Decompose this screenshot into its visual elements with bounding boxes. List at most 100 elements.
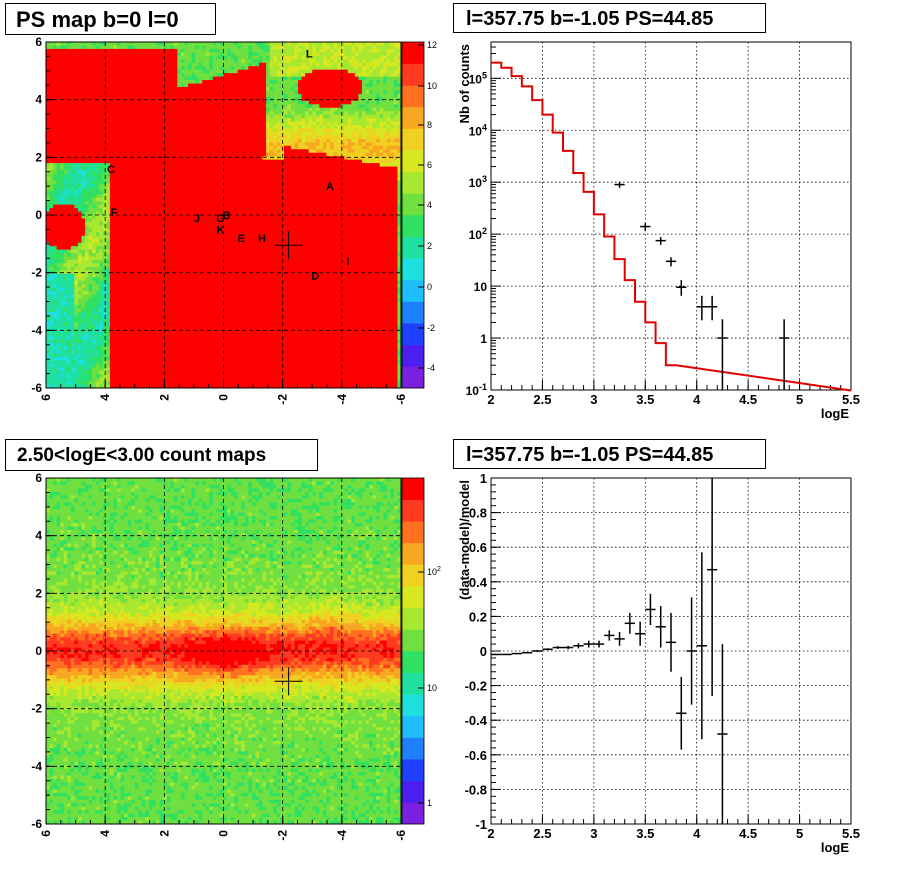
heatmap-cell bbox=[369, 156, 373, 161]
heatmap-cell bbox=[223, 190, 228, 195]
heatmap-cell bbox=[148, 118, 153, 122]
heatmap-cell bbox=[251, 194, 256, 199]
heatmap-cell bbox=[340, 138, 345, 143]
heatmap-cell bbox=[106, 197, 111, 202]
heatmap-cell bbox=[259, 149, 263, 154]
heatmap-cell bbox=[95, 208, 100, 212]
heatmap-cell bbox=[354, 80, 359, 84]
heatmap-cell bbox=[60, 159, 65, 164]
heatmap-cell bbox=[166, 211, 171, 216]
heatmap-cell bbox=[294, 187, 299, 192]
heatmap-cell bbox=[315, 211, 320, 216]
heatmap-cell bbox=[312, 187, 317, 192]
heatmap-cell bbox=[141, 183, 146, 188]
heatmap-cell bbox=[53, 52, 58, 57]
heatmap-cell bbox=[209, 69, 214, 74]
heatmap-cell bbox=[372, 208, 377, 212]
heatmap-cell bbox=[195, 76, 200, 81]
heatmap-cell bbox=[134, 211, 139, 216]
heatmap-cell bbox=[290, 118, 295, 122]
heatmap-cell bbox=[333, 194, 338, 199]
heatmap-cell bbox=[113, 194, 118, 199]
heatmap-cell bbox=[127, 125, 132, 129]
heatmap-cell bbox=[188, 211, 192, 216]
heatmap-cell bbox=[180, 190, 185, 195]
heatmap-cell bbox=[148, 176, 153, 181]
heatmap-cell bbox=[379, 211, 384, 216]
heatmap-cell bbox=[330, 83, 334, 88]
heatmap-cell bbox=[113, 180, 118, 185]
heatmap-cell bbox=[141, 208, 146, 212]
heatmap-cell bbox=[383, 166, 388, 171]
heatmap-cell bbox=[145, 42, 150, 46]
heatmap-cell bbox=[315, 97, 320, 102]
heatmap-cell bbox=[337, 118, 342, 122]
heatmap-cell bbox=[46, 180, 50, 185]
heatmap-cell bbox=[376, 201, 381, 206]
heatmap-cell bbox=[397, 138, 402, 143]
heatmap-cell bbox=[259, 118, 263, 122]
heatmap-cell bbox=[390, 180, 395, 185]
heatmap-cell bbox=[46, 208, 50, 212]
heatmap-cell bbox=[369, 90, 373, 95]
heatmap-cell bbox=[294, 204, 299, 209]
heatmap-cell bbox=[266, 145, 271, 150]
heatmap-cell bbox=[205, 149, 210, 154]
heatmap-cell bbox=[244, 76, 249, 81]
heatmap-cell bbox=[145, 93, 150, 98]
heatmap-cell bbox=[386, 55, 391, 60]
heatmap-cell bbox=[145, 90, 150, 95]
heatmap-cell bbox=[166, 55, 171, 60]
heatmap-cell bbox=[234, 176, 239, 181]
heatmap-cell bbox=[290, 104, 295, 109]
heatmap-cell bbox=[152, 93, 157, 98]
heatmap-cell bbox=[124, 138, 129, 143]
heatmap-cell bbox=[102, 121, 107, 126]
heatmap-cell bbox=[294, 80, 299, 84]
heatmap-cell bbox=[308, 194, 313, 199]
heatmap-cell bbox=[212, 104, 217, 109]
heatmap-cell bbox=[205, 62, 210, 67]
heatmap-cell bbox=[358, 190, 363, 195]
heatmap-cell bbox=[205, 80, 210, 84]
heatmap-cell bbox=[379, 197, 384, 202]
heatmap-cell bbox=[67, 93, 72, 98]
heatmap-cell bbox=[301, 104, 306, 109]
heatmap-cell bbox=[266, 211, 271, 216]
heatmap-cell bbox=[259, 145, 263, 150]
heatmap-cell bbox=[390, 170, 395, 174]
heatmap-cell bbox=[330, 152, 334, 157]
heatmap-cell bbox=[127, 121, 132, 126]
heatmap-cell bbox=[163, 125, 168, 129]
heatmap-cell bbox=[340, 197, 345, 202]
heatmap-cell bbox=[259, 197, 263, 202]
heatmap-cell bbox=[191, 104, 196, 109]
heatmap-cell bbox=[386, 176, 391, 181]
heatmap-cell bbox=[159, 45, 164, 50]
heatmap-cell bbox=[109, 173, 114, 178]
heatmap-cell bbox=[202, 180, 207, 185]
heatmap-cell bbox=[386, 149, 391, 154]
heatmap-cell bbox=[67, 125, 72, 129]
heatmap-cell bbox=[216, 86, 221, 91]
heatmap-cell bbox=[109, 156, 114, 161]
heatmap-cell bbox=[163, 121, 168, 126]
heatmap-cell bbox=[315, 125, 320, 129]
heatmap-cell bbox=[106, 187, 111, 192]
heatmap-cell bbox=[180, 201, 185, 206]
heatmap-cell bbox=[390, 128, 395, 133]
heatmap-cell bbox=[95, 48, 100, 53]
heatmap-cell bbox=[53, 100, 58, 105]
heatmap-cell bbox=[56, 45, 61, 50]
heatmap-cell bbox=[365, 183, 370, 188]
heatmap-cell bbox=[106, 93, 111, 98]
heatmap-cell bbox=[369, 104, 373, 109]
heatmap-cell bbox=[95, 187, 100, 192]
heatmap-cell bbox=[248, 111, 253, 116]
heatmap-cell bbox=[237, 118, 242, 122]
heatmap-cell bbox=[81, 131, 86, 136]
heatmap-cell bbox=[294, 142, 299, 147]
heatmap-cell bbox=[184, 170, 189, 174]
heatmap-cell bbox=[92, 93, 97, 98]
